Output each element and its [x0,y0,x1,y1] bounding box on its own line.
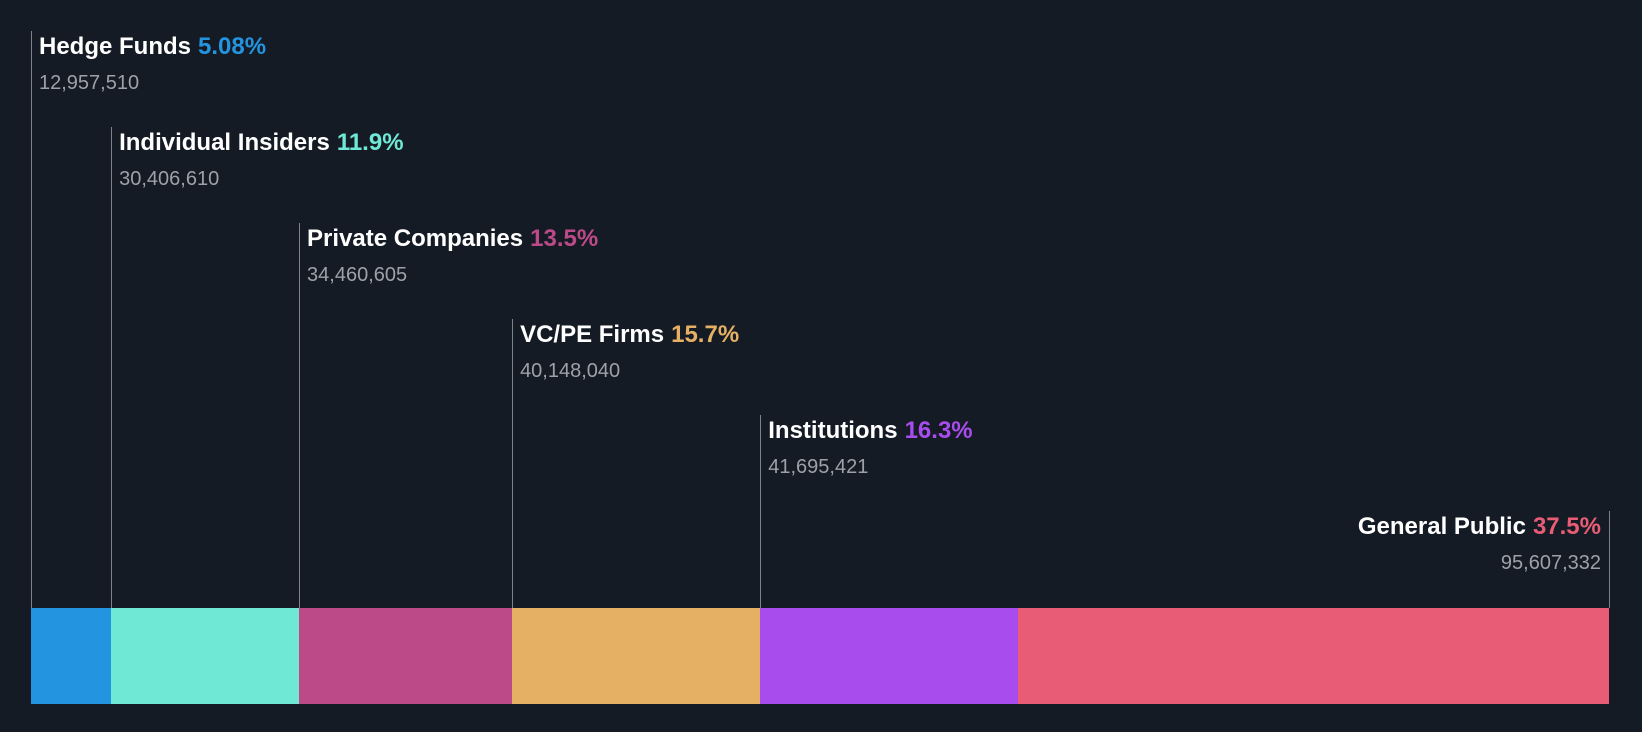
leader-line-individual-insiders [110,127,112,608]
category-percent: 13.5% [530,225,599,252]
label-institutions: Institutions 16.3% 41,695,421 [768,417,972,479]
leader-line-hedge-funds [30,31,32,608]
label-individual-insiders: Individual Insiders 11.9% 30,406,610 [119,129,403,191]
bar-segment-vc-pe-firms [512,608,761,704]
leader-line-private-companies [298,223,300,608]
category-name: Institutions [768,417,898,444]
category-percent: 5.08% [198,33,267,60]
category-shares: 95,607,332 [1500,552,1601,574]
label-hedge-funds: Hedge Funds 5.08% 12,957,510 [39,33,266,95]
category-shares: 41,695,421 [768,456,869,478]
category-shares: 12,957,510 [39,72,140,94]
bar-segment-individual-insiders [111,608,300,704]
category-name: VC/PE Firms [520,321,665,348]
category-title: Individual Insiders 11.9% [119,129,403,157]
category-title: General Public 37.5% [1358,513,1601,541]
category-name: Private Companies [307,225,524,252]
bar-segment-institutions [760,608,1018,704]
category-name: Hedge Funds [39,33,192,60]
leader-line-general-public [1608,511,1610,608]
category-shares: 40,148,040 [520,360,621,382]
label-general-public: General Public 37.5% 95,607,332 [1358,513,1601,575]
category-shares: 30,406,610 [119,168,220,190]
category-percent: 37.5% [1532,513,1601,540]
category-percent: 15.7% [671,321,740,348]
category-name: Individual Insiders [119,129,330,156]
category-title: VC/PE Firms 15.7% [520,321,739,349]
leader-line-institutions [759,415,761,608]
bar-segment-general-public [1017,608,1609,704]
leader-line-vc-pe-firms [511,319,513,608]
category-title: Hedge Funds 5.08% [39,33,266,61]
category-shares: 34,460,605 [307,264,408,286]
category-title: Institutions 16.3% [768,417,972,445]
bar-segment-hedge-funds [31,608,112,704]
category-name: General Public [1357,513,1526,540]
label-private-companies: Private Companies 13.5% 34,460,605 [307,225,598,287]
category-percent: 16.3% [904,417,973,444]
bar-segment-private-companies [299,608,513,704]
category-percent: 11.9% [336,129,404,156]
label-vc-pe-firms: VC/PE Firms 15.7% 40,148,040 [520,321,739,383]
category-title: Private Companies 13.5% [307,225,598,253]
